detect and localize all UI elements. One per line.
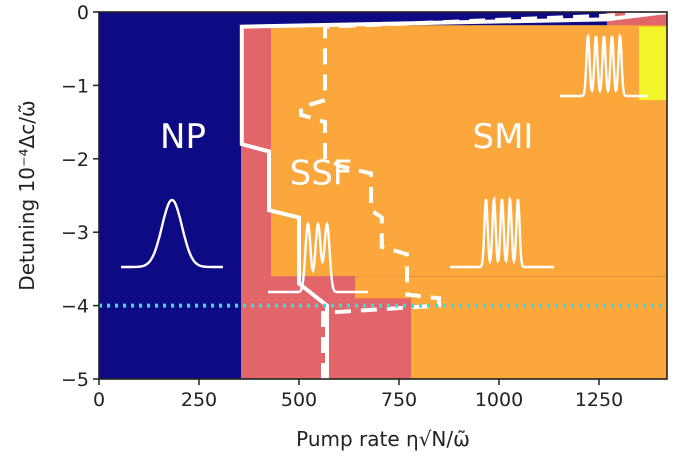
x-tick-label: 1250 [575, 389, 623, 411]
dashed-boundary-line [299, 10, 668, 379]
other-region [639, 26, 667, 101]
x-tick-label: 250 [181, 389, 217, 411]
y-tick-label: −1 [61, 75, 89, 97]
y-tick-label: −4 [61, 296, 89, 318]
region-label-np: NP [160, 117, 206, 157]
y-tick-label: −2 [61, 149, 89, 171]
x-tick-label: 500 [281, 389, 317, 411]
y-tick-label: −3 [61, 222, 89, 244]
smi-region [355, 276, 411, 299]
axes: 0 250 500 750 1000 1250 0 −1 −2 −3 −4 −5 [61, 2, 668, 411]
phase-boundaries [99, 10, 668, 379]
plot-frame [98, 11, 668, 380]
x-tick-label: 1000 [475, 389, 523, 411]
ssf-density-profile [268, 220, 368, 294]
y-axis-label: Detuning 10⁻⁴Δc/ω̃ [15, 100, 39, 290]
smi-region [411, 276, 667, 379]
x-tick-label: 750 [381, 389, 417, 411]
y-tick-label: 0 [77, 2, 89, 24]
x-axis-label: Pump rate η√N/ω̃ [296, 427, 470, 451]
ssf-region [241, 26, 271, 123]
region-label-ssf: SSF [290, 153, 353, 193]
density-profile-insets [121, 33, 648, 294]
smi-corner-density-profile [560, 33, 648, 98]
region-label-smi: SMI [473, 117, 534, 157]
smi-density-profile [450, 195, 554, 269]
y-tick-label: −5 [61, 369, 89, 391]
region-annotations: NP SSF SMI [160, 117, 533, 194]
x-tick-label: 0 [93, 389, 105, 411]
np-density-profile [121, 198, 223, 269]
